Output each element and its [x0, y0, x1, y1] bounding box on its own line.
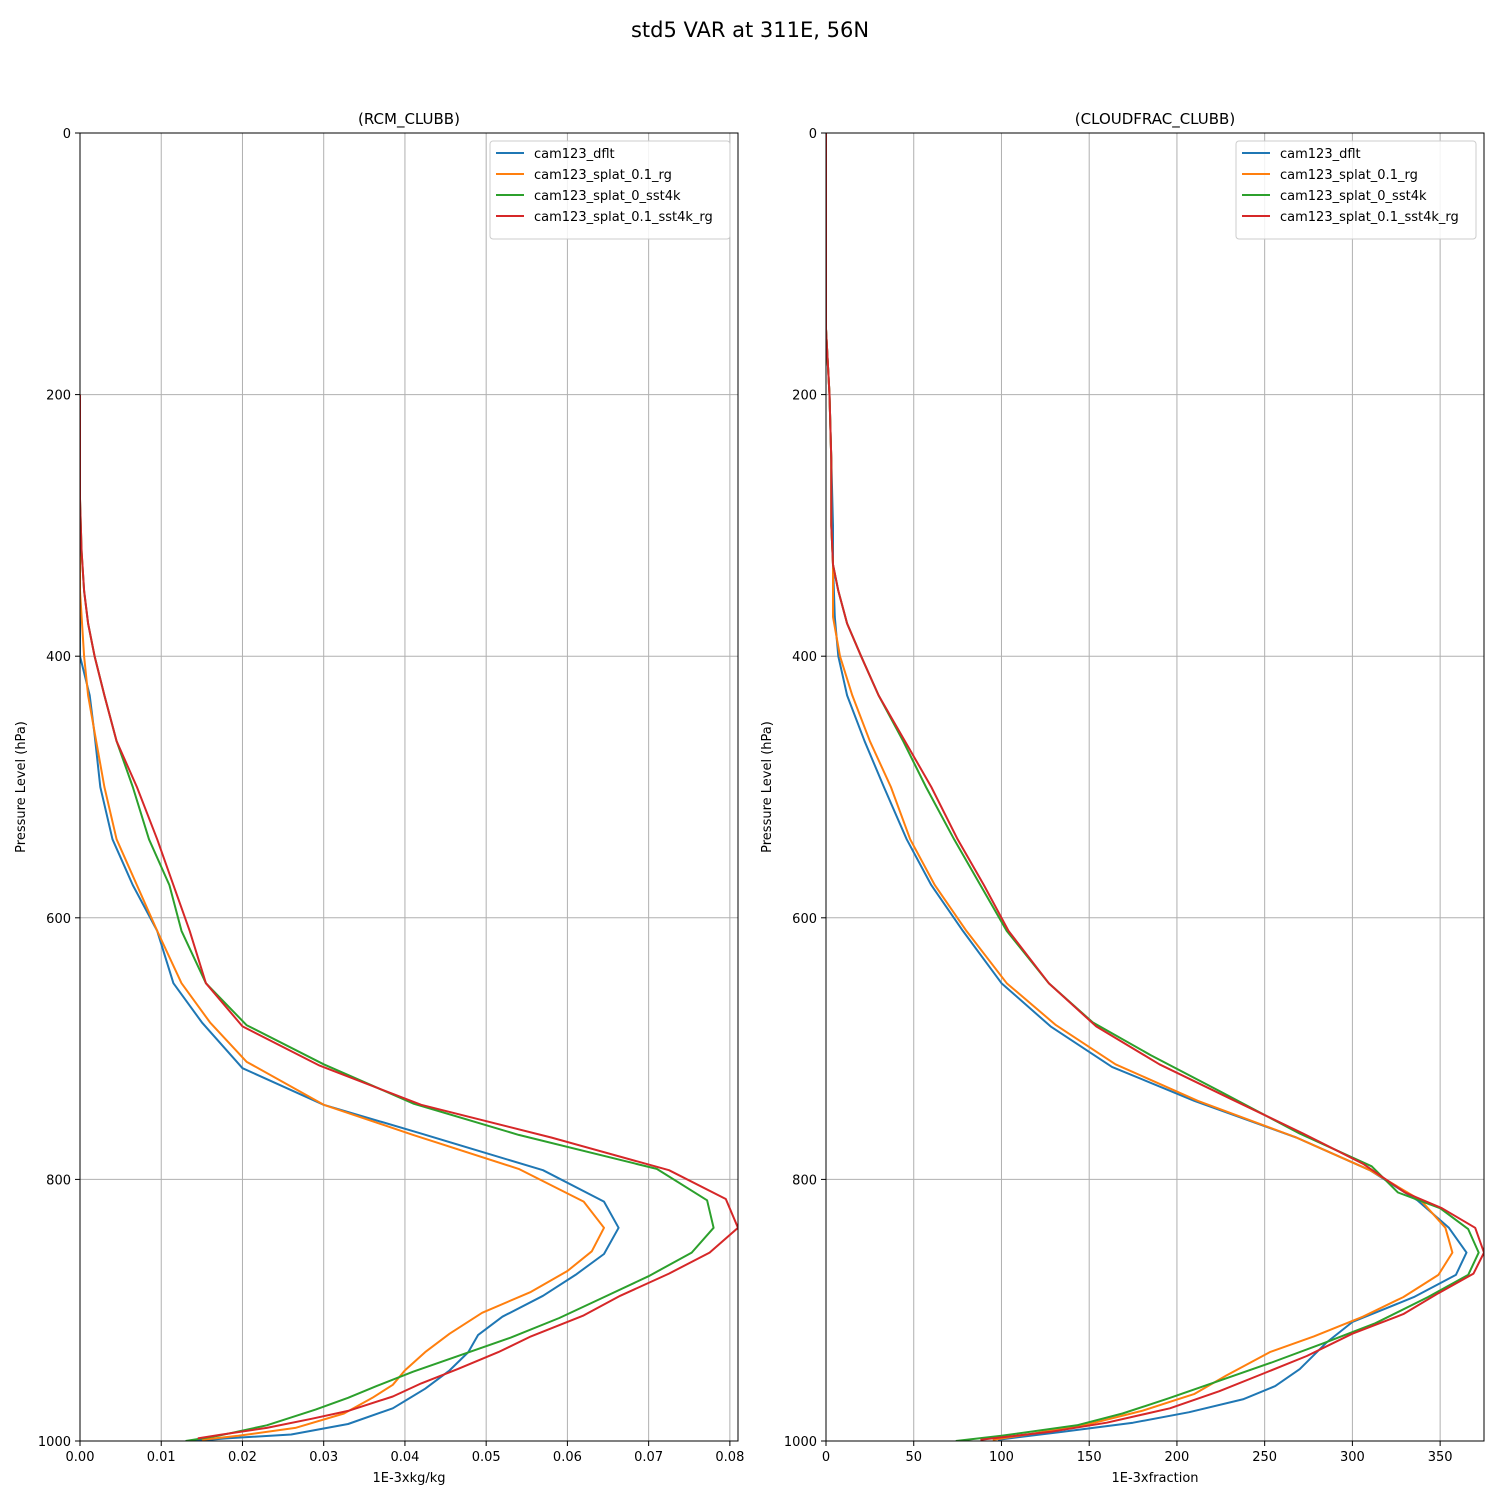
series-line-cam123-dflt: [826, 133, 1468, 1441]
y-tick-label: 200: [46, 389, 71, 404]
y-tick-label: 1000: [784, 1435, 817, 1450]
x-tick-label: 200: [1165, 1450, 1190, 1465]
x-tick-label: 100: [989, 1450, 1014, 1465]
series-line-cam123-splat-0-1-sst4k-rg: [80, 394, 738, 1440]
legend: cam123_dflt cam123_splat_0.1_rg cam123_spl…: [489, 140, 731, 240]
y-tick-label: 600: [792, 912, 817, 927]
panel-title: (RCM_CLUBB): [358, 110, 460, 129]
legend-label: cam123_splat_0.1_sst4k_rg: [534, 210, 713, 225]
y-tick-label: 400: [792, 650, 817, 665]
legend-box: [1235, 140, 1477, 240]
x-axis-label: 1E-3xfraction: [1111, 1471, 1198, 1486]
legend-label: cam123_splat_0.1_sst4k_rg: [1280, 210, 1459, 225]
x-tick-label: 0.03: [309, 1450, 338, 1465]
series-line-cam123-splat-0-sst4k: [826, 133, 1480, 1441]
x-axis-label: 1E-3xkg/kg: [372, 1471, 445, 1486]
x-tick-label: 350: [1428, 1450, 1453, 1465]
y-tick-label: 800: [46, 1173, 71, 1188]
legend-box: [489, 140, 731, 240]
legend-label: cam123_splat_0.1_rg: [1280, 168, 1418, 183]
x-tick-label: 0.07: [634, 1450, 663, 1465]
x-tick-label: 0.04: [390, 1450, 419, 1465]
x-tick-label: 0.00: [66, 1450, 95, 1465]
x-tick-label: 0.01: [147, 1450, 176, 1465]
legend-label: cam123_splat_0_sst4k: [1280, 189, 1427, 204]
legend-label: cam123_splat_0_sst4k: [534, 189, 681, 204]
legend: cam123_dflt cam123_splat_0.1_rg cam123_spl…: [1235, 140, 1477, 240]
panel-title: (CLOUDFRAC_CLUBB): [1075, 110, 1235, 129]
x-tick-label: 0: [822, 1450, 830, 1465]
panel-rcm-clubb: (RCM_CLUBB) 0.00 0.01 0.02 0.03 0.04 0.05 0.06 0…: [14, 110, 744, 1486]
x-tick-label: 0.08: [715, 1450, 744, 1465]
series-line-cam123-splat-0-1-rg: [826, 133, 1454, 1441]
panel-cloudfrac-clubb: (CLOUDFRAC_CLUBB) 0 50 100 150 200 250 300 350 0 2…: [760, 110, 1485, 1486]
legend-label: cam123_dflt: [534, 147, 615, 162]
series-group: [826, 133, 1484, 1441]
y-tick-label: 0: [63, 127, 71, 142]
series-group: [80, 394, 738, 1441]
x-tick-label: 150: [1077, 1450, 1102, 1465]
y-axis-label: Pressure Level (hPa): [760, 721, 775, 853]
x-tick-label: 250: [1252, 1450, 1277, 1465]
axes-frame: [825, 132, 1485, 1442]
y-axis-label: Pressure Level (hPa): [14, 721, 29, 853]
figure-title: std5 VAR at 311E, 56N: [631, 18, 869, 42]
legend-label: cam123_dflt: [1280, 147, 1361, 162]
x-tick-label: 0.02: [228, 1450, 257, 1465]
series-line-cam123-splat-0-1-sst4k-rg: [826, 133, 1484, 1441]
y-tick-label: 800: [792, 1173, 817, 1188]
y-tick-label: 600: [46, 912, 71, 927]
series-line-cam123-splat-0-1-rg: [80, 394, 605, 1441]
x-tick-label: 50: [905, 1450, 922, 1465]
y-tick-label: 400: [46, 650, 71, 665]
x-tick-label: 300: [1340, 1450, 1365, 1465]
legend-label: cam123_splat_0.1_rg: [534, 168, 672, 183]
y-tick-label: 1000: [38, 1435, 71, 1450]
y-tick-label: 200: [792, 389, 817, 404]
x-tick-label: 0.05: [472, 1450, 501, 1465]
axes-frame: [79, 132, 739, 1442]
y-tick-label: 0: [809, 127, 817, 142]
x-tick-label: 0.06: [553, 1450, 582, 1465]
